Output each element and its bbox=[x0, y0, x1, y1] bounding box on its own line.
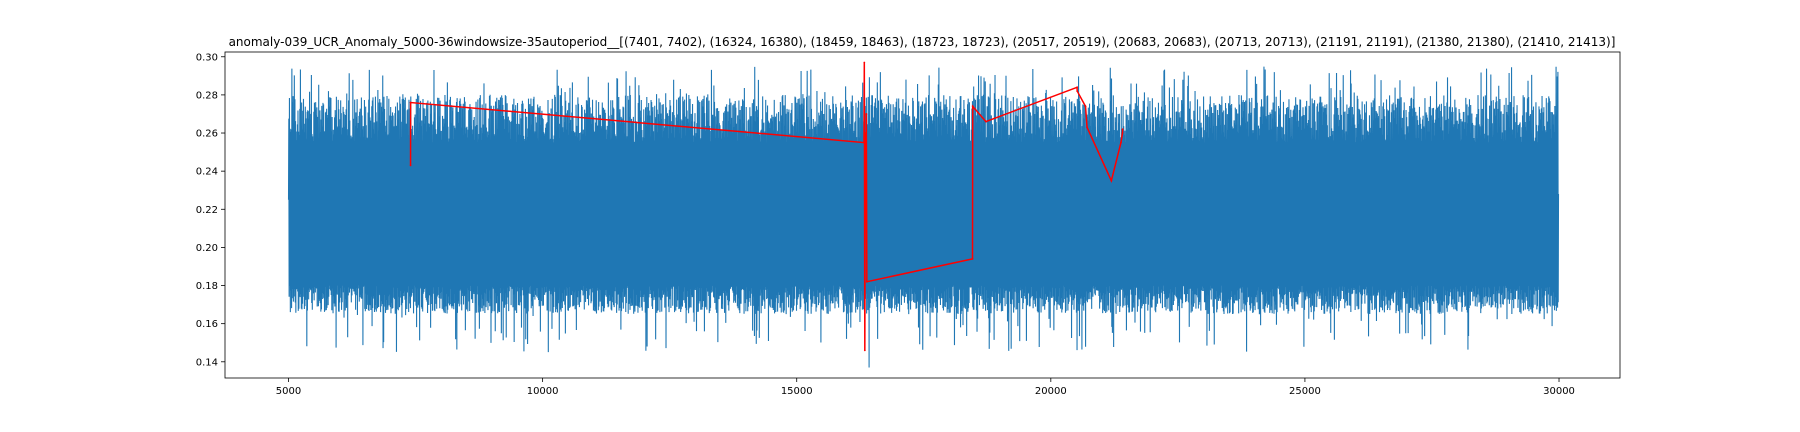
y-tick-label: 0.24 bbox=[196, 167, 218, 178]
anomaly-point bbox=[864, 132, 867, 134]
series-signal-line bbox=[287, 66, 1560, 368]
y-axis: 0.14 0.16 0.18 0.20 0.22 0.24 0.26 0.28 0.30 bbox=[196, 52, 225, 368]
anomaly-point bbox=[1121, 128, 1124, 131]
anomaly-point bbox=[1110, 179, 1113, 182]
anomaly-point bbox=[1121, 132, 1124, 134]
anomaly-point bbox=[1086, 126, 1088, 129]
anomaly-point bbox=[865, 113, 868, 115]
axes-frame bbox=[224, 51, 1621, 379]
anomaly-point bbox=[971, 257, 974, 260]
y-tick-label: 0.18 bbox=[196, 281, 218, 292]
x-tick-label: 20000 bbox=[1035, 386, 1067, 397]
anomaly-point bbox=[865, 280, 868, 283]
x-tick-label: 5000 bbox=[276, 386, 301, 397]
chart-title: anomaly-039_UCR_Anomaly_5000-36windowsiz… bbox=[229, 35, 1616, 49]
anomaly-point bbox=[971, 105, 974, 108]
anomaly-point bbox=[409, 164, 412, 167]
y-tick-label: 0.16 bbox=[196, 319, 218, 330]
anomaly-point bbox=[864, 217, 867, 220]
anomaly-point bbox=[1120, 141, 1122, 144]
anomaly-point bbox=[1076, 90, 1079, 92]
x-tick-label: 15000 bbox=[781, 386, 813, 397]
anomaly-point bbox=[863, 141, 865, 144]
anomaly-point bbox=[409, 101, 412, 104]
x-tick-label: 25000 bbox=[1289, 386, 1321, 397]
series-anomaly-line bbox=[409, 62, 1124, 351]
y-tick-label: 0.20 bbox=[196, 243, 218, 254]
anomaly-point bbox=[1076, 86, 1078, 89]
y-tick-label: 0.22 bbox=[196, 205, 218, 216]
y-tick-label: 0.30 bbox=[196, 52, 218, 63]
x-axis: 5000 10000 15000 20000 25000 30000 bbox=[276, 378, 1575, 397]
anomaly-point bbox=[863, 61, 866, 64]
y-tick-label: 0.28 bbox=[196, 90, 218, 101]
y-tick-label: 0.14 bbox=[196, 357, 218, 368]
anomaly-point bbox=[1084, 105, 1087, 108]
y-tick-label: 0.26 bbox=[196, 129, 218, 140]
anomaly-point bbox=[863, 349, 866, 352]
anomaly-point bbox=[985, 120, 987, 123]
plot-area bbox=[287, 61, 1560, 368]
x-tick-label: 30000 bbox=[1543, 386, 1575, 397]
x-tick-label: 10000 bbox=[527, 386, 559, 397]
